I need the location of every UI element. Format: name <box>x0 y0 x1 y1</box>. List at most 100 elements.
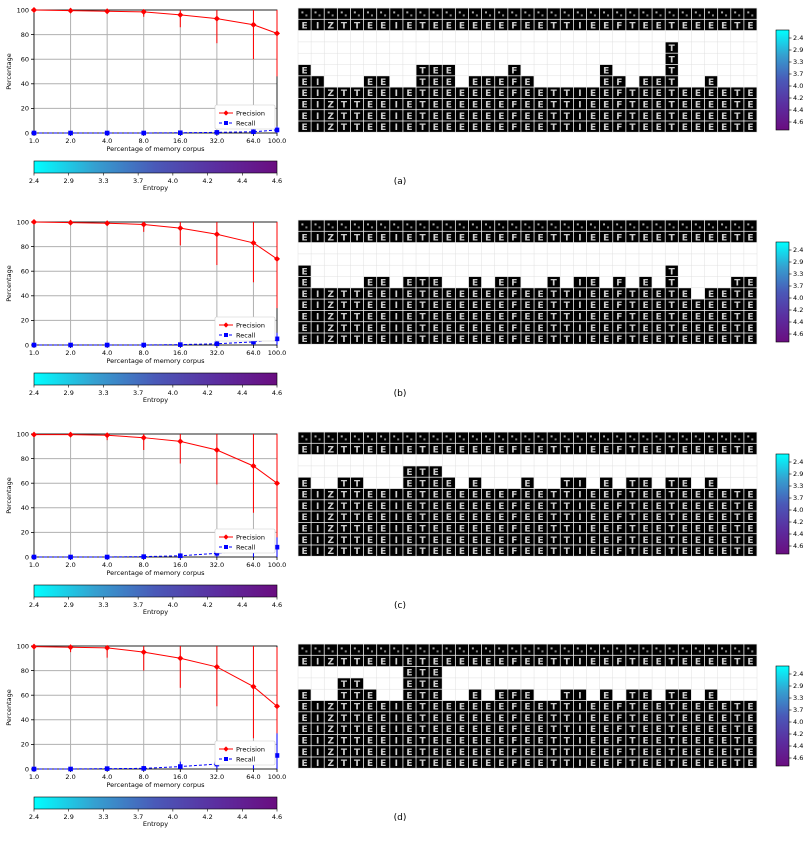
tile-glyph: T <box>629 547 636 557</box>
noise-dot <box>366 647 369 650</box>
grid-tile <box>547 220 560 231</box>
noise-dot <box>380 435 383 438</box>
tile-glyph: T <box>420 680 427 690</box>
grid-tile <box>350 288 364 299</box>
grid-tile <box>600 310 613 322</box>
grid-tile <box>508 700 521 712</box>
grid-tile <box>363 121 377 132</box>
colorbar-tick-label: 4.6 <box>793 118 803 126</box>
grid-tile <box>639 689 652 701</box>
colorbar-tick-label: 2.4 <box>793 34 803 42</box>
tile-glyph: E <box>747 513 753 523</box>
grid-tile <box>731 310 744 322</box>
tile-glyph: I <box>316 335 319 345</box>
tile-glyph: I <box>578 547 581 557</box>
tile-glyph: T <box>551 101 558 111</box>
grid-tile <box>678 110 692 121</box>
grid-tile <box>691 545 705 556</box>
tile-glyph: T <box>341 112 348 122</box>
grid-tile <box>639 488 652 500</box>
tile-glyph: F <box>511 279 517 289</box>
grid-tile <box>560 746 573 757</box>
noise-dot <box>725 226 728 229</box>
tile-glyph: I <box>578 748 581 758</box>
grid-tile <box>324 310 337 322</box>
grid-tile <box>390 121 403 132</box>
noise-dot <box>528 438 531 441</box>
grid-tile <box>377 121 390 132</box>
y-tick-label: 80 <box>21 455 29 463</box>
grid-tile <box>324 522 337 534</box>
noise-dot <box>725 650 728 653</box>
tile-glyph: E <box>459 502 465 512</box>
tile-glyph: Z <box>328 233 335 243</box>
tile-glyph: E <box>538 101 544 111</box>
tile-glyph: F <box>511 725 517 735</box>
noise-dot <box>502 226 505 229</box>
grid-tile <box>403 98 416 110</box>
tile-glyph: T <box>551 324 558 334</box>
noise-dot <box>384 226 387 229</box>
tile-glyph: T <box>669 491 676 501</box>
colorbar-tick-label: 2.4 <box>29 813 39 821</box>
grid-tile <box>704 734 718 746</box>
tile-glyph: F <box>511 101 517 111</box>
grid-tile <box>337 700 351 712</box>
grid-tile <box>350 678 364 689</box>
grid-tile <box>547 288 560 299</box>
grid-tile <box>613 545 626 556</box>
tile-glyph: E <box>747 233 753 243</box>
grid-tile <box>665 322 678 333</box>
tile-glyph: F <box>511 123 517 133</box>
noise-dot <box>620 438 623 441</box>
grid-tile <box>403 299 416 310</box>
grid-tile <box>495 500 508 511</box>
grid-tile <box>652 333 665 344</box>
panel-b: 1.0 2.0 4.0 8.0 16.0 32.0 64.0 100.002040608010… <box>5 218 803 404</box>
tile-glyph: E <box>721 502 727 512</box>
noise-dot <box>751 226 754 229</box>
grid-tile <box>704 8 718 19</box>
grid-tile <box>626 220 639 231</box>
tile-glyph: E <box>472 691 478 701</box>
grid-tile <box>390 333 403 344</box>
data-point <box>141 554 147 559</box>
grid-tile <box>731 734 744 746</box>
colorbar-tick-label: 4.2 <box>202 389 212 397</box>
x-axis-label: Percentage of memory corpus <box>106 145 205 153</box>
grid-tile <box>704 432 718 443</box>
grid-tile <box>390 712 403 723</box>
tile-glyph: E <box>524 445 530 455</box>
grid-tile <box>744 299 757 310</box>
data-point <box>178 764 183 769</box>
grid-tile <box>613 500 626 511</box>
tile-glyph: E <box>721 112 727 122</box>
tile-glyph: T <box>564 525 571 535</box>
tile-glyph: I <box>395 725 398 735</box>
grid-tile <box>718 511 731 522</box>
grid-tile <box>455 443 469 455</box>
noise-dot <box>305 650 308 653</box>
noise-dot <box>498 435 501 438</box>
grid-tile <box>613 110 626 121</box>
noise-dot <box>629 435 632 438</box>
tile-glyph: E <box>433 335 439 345</box>
tile-glyph: E <box>446 479 452 489</box>
grid-tile <box>482 110 495 121</box>
tile-glyph: E <box>433 536 439 546</box>
tile-glyph: E <box>747 335 753 345</box>
grid-tile <box>718 231 731 243</box>
grid-tile <box>403 231 416 243</box>
grid-tile <box>403 723 416 734</box>
tile-glyph: E <box>682 21 688 31</box>
tile-glyph: E <box>485 301 491 311</box>
tile-glyph: E <box>603 525 609 535</box>
noise-dot <box>458 223 461 226</box>
tile-glyph: E <box>459 759 465 769</box>
tile-glyph: I <box>316 445 319 455</box>
grid-tile <box>665 545 678 556</box>
tile-glyph: E <box>656 123 662 133</box>
tile-glyph: T <box>669 267 676 277</box>
grid-tile <box>298 644 311 655</box>
grid-tile <box>573 511 587 522</box>
